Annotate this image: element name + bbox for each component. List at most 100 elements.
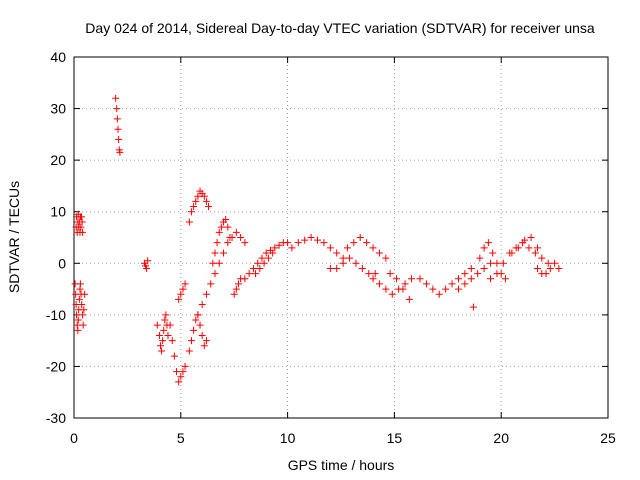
y-tick-label: 0	[58, 255, 66, 271]
data-point-arc_t	[435, 290, 443, 298]
data-point-arc_h	[190, 326, 198, 334]
data-point-arc_m	[262, 249, 270, 257]
data-point-arc_h	[198, 331, 206, 339]
y-axis: -30 -20 -10 0 10 20 30 40	[46, 49, 608, 426]
data-point-arc_o	[307, 234, 315, 241]
data-point-arc_x	[487, 275, 495, 283]
data-point-arc_u	[487, 259, 495, 267]
data-point-arc_a	[79, 228, 87, 236]
data-point-arc_c	[113, 115, 121, 123]
data-point-arc_e	[155, 331, 163, 339]
data-point-arc_f	[170, 352, 178, 360]
data-point-arc_j	[241, 239, 249, 247]
data-point-arc_p	[326, 264, 334, 272]
data-point-arc_d	[144, 257, 152, 265]
data-point-arc_h	[200, 342, 208, 350]
data-point-arc_j	[207, 280, 215, 288]
data-point-arc_j	[198, 301, 206, 309]
data-point-arc_n	[252, 270, 260, 278]
data-point-arc_k	[211, 249, 219, 257]
data-point-arc_b	[78, 301, 86, 309]
data-point-arc_g	[177, 290, 185, 298]
data-point-arc_w	[480, 244, 488, 252]
y-tick-label: -30	[46, 410, 66, 426]
y-tick-label: -10	[46, 307, 66, 323]
data-point-arc_k	[217, 223, 225, 231]
data-point-arc_p	[365, 270, 373, 278]
data-point-arc_i	[200, 192, 208, 200]
data-point-arc_a	[77, 223, 85, 231]
data-point-arc_s	[405, 295, 413, 303]
data-point-arc_h	[185, 347, 193, 355]
data-point-arc_l	[230, 290, 238, 298]
data-point-arc_d	[143, 264, 151, 272]
data-point-arc_k	[224, 223, 232, 231]
data-point-arc_n	[269, 249, 277, 257]
data-point-arc_z	[534, 264, 542, 272]
data-point-arc_q	[350, 239, 358, 247]
data-point-arc_i	[205, 203, 213, 211]
data-point-arc_y	[508, 249, 516, 257]
data-point-arc_y	[514, 244, 522, 252]
data-point-arc_l	[234, 280, 242, 288]
data-point-arc_e	[153, 321, 161, 329]
data-point-arc_o	[294, 239, 302, 247]
data-point-arc_i	[185, 218, 193, 226]
data-point-arc_c	[113, 105, 121, 113]
data-point-arc_w	[493, 259, 501, 267]
data-point-arc_s	[393, 275, 401, 283]
data-point-arc_b	[74, 326, 82, 334]
data-point-arc_a	[77, 213, 85, 221]
data-point-arc_t	[442, 285, 450, 293]
data-point-arc_h	[187, 337, 195, 345]
data-point-arc_e	[161, 316, 169, 324]
data-point-arc_r	[382, 285, 390, 293]
y-axis-label: SDTVAR / TECUs	[6, 181, 22, 293]
x-tick-label: 20	[493, 430, 509, 446]
data-point-arc_m	[245, 270, 253, 278]
data-point-arc_f	[175, 378, 183, 386]
data-point-arc_u	[454, 285, 462, 293]
data-point-arc_j	[215, 259, 223, 267]
data-point-arc_i	[194, 192, 202, 200]
data-point-arc_n	[264, 254, 272, 262]
data-point-arc_o	[333, 249, 341, 257]
data-point-arc_r	[407, 275, 415, 283]
y-tick-label: 10	[50, 204, 66, 220]
data-point-arc_l	[232, 285, 240, 293]
data-point-arc_w	[484, 239, 492, 247]
data-point-arc_m	[275, 241, 283, 249]
data-point-arc_r	[375, 280, 383, 288]
data-point-arc_m	[254, 259, 262, 267]
x-tick-label: 25	[600, 430, 616, 446]
data-point-arc_z	[551, 259, 559, 267]
data-point-arc_q	[343, 244, 351, 252]
data-point-arc_q	[375, 249, 383, 257]
data-point-arc_r	[388, 290, 396, 298]
data-point-arc_n	[256, 264, 264, 272]
data-point-arc_p	[358, 264, 366, 272]
data-point-arc_h	[196, 321, 204, 329]
data-point-arc_x	[525, 244, 533, 252]
data-point-arc_u	[461, 280, 469, 288]
data-point-arc_x	[544, 259, 552, 267]
y-tick-label: 40	[50, 49, 66, 65]
data-point-arc_m	[271, 244, 279, 252]
data-point-arc_t	[422, 280, 430, 288]
x-tick-label: 15	[387, 430, 403, 446]
x-tick-label: 5	[177, 430, 185, 446]
data-point-arc_z	[542, 270, 550, 278]
data-point-arc_g	[175, 295, 183, 303]
data-point-arc_y	[527, 234, 535, 241]
data-point-arc_o	[320, 239, 328, 247]
data-point-arc_x	[538, 254, 546, 262]
data-point-arc_y	[521, 236, 529, 244]
data-point-arc_m	[249, 264, 257, 272]
data-point-arc_c	[112, 94, 120, 102]
data-point-arc_c	[114, 125, 122, 133]
data-point-arc_p	[352, 259, 360, 267]
data-point-arc_q	[363, 239, 371, 247]
data-point-arc_e	[159, 337, 167, 345]
data-point-arc_p	[371, 270, 379, 278]
